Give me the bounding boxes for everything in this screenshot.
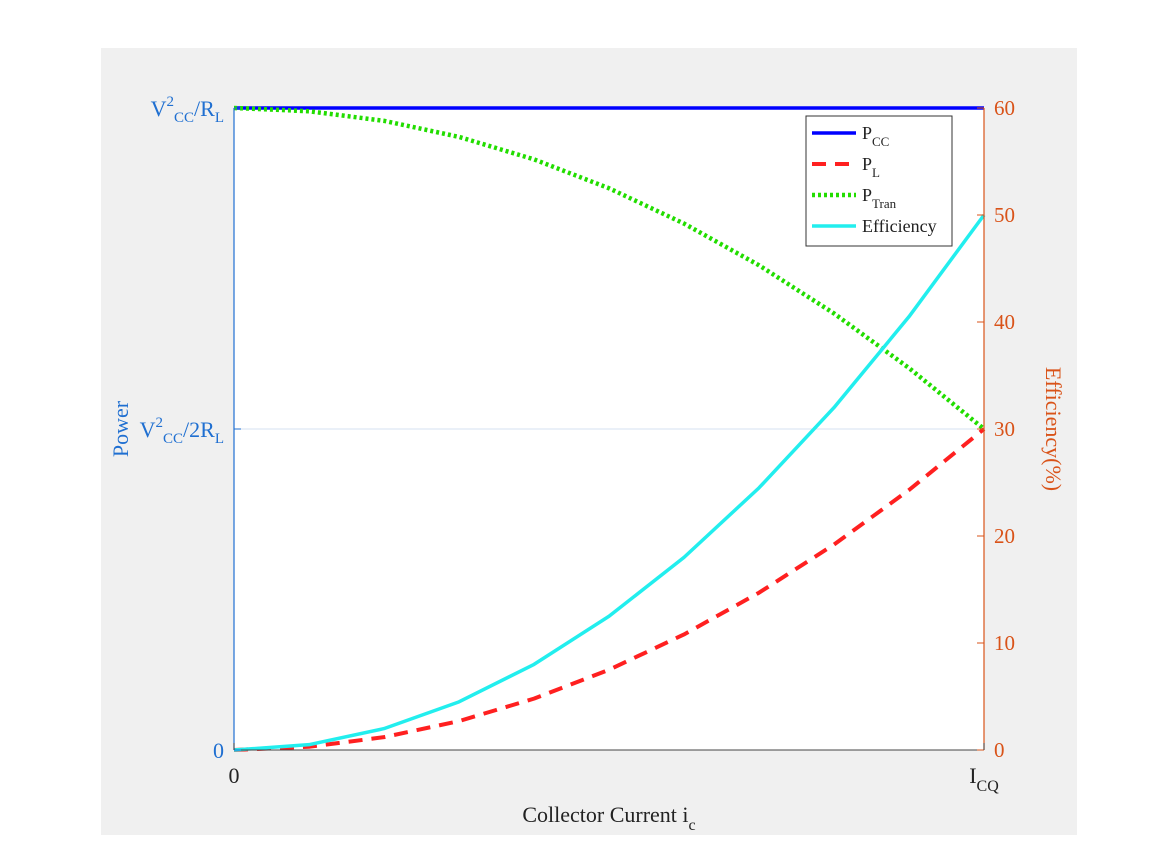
right-tick-label: 50 [994, 203, 1015, 227]
x-tick-label: ICQ [969, 763, 999, 795]
right-tick-label: 10 [994, 631, 1015, 655]
x-axis-ticks: 0 ICQ [229, 743, 999, 795]
left-tick-label: V2CC/2RL [140, 415, 224, 447]
right-axis-label: Efficiency(%) [1041, 367, 1066, 491]
right-tick-label: 30 [994, 417, 1015, 441]
left-axis-ticks: 0 V2CC/2RL V2CC/RL [140, 94, 241, 763]
legend-label: Efficiency [862, 216, 937, 236]
left-tick-label: 0 [213, 738, 224, 763]
right-axis-ticks: 0 10 20 30 40 50 60 [977, 96, 1015, 762]
series-line-ptran [233, 105, 986, 431]
series-layer [233, 105, 986, 752]
left-tick-label: V2CC/RL [151, 94, 224, 126]
left-axis-label: Power [108, 400, 133, 457]
legend-label: PCC [862, 123, 889, 149]
right-tick-label: 0 [994, 738, 1005, 762]
series-line-pl [233, 427, 986, 752]
legend-label: PTran [862, 185, 897, 211]
series-line-efficiency [233, 213, 986, 752]
x-tick-label: 0 [229, 763, 240, 788]
legend: PCC PL PTran Efficiency [805, 115, 953, 247]
x-axis-label: Collector Current ic [522, 802, 695, 834]
legend-label: PL [862, 154, 880, 180]
right-tick-label: 60 [994, 96, 1015, 120]
right-tick-label: 40 [994, 310, 1015, 334]
right-tick-label: 20 [994, 524, 1015, 548]
